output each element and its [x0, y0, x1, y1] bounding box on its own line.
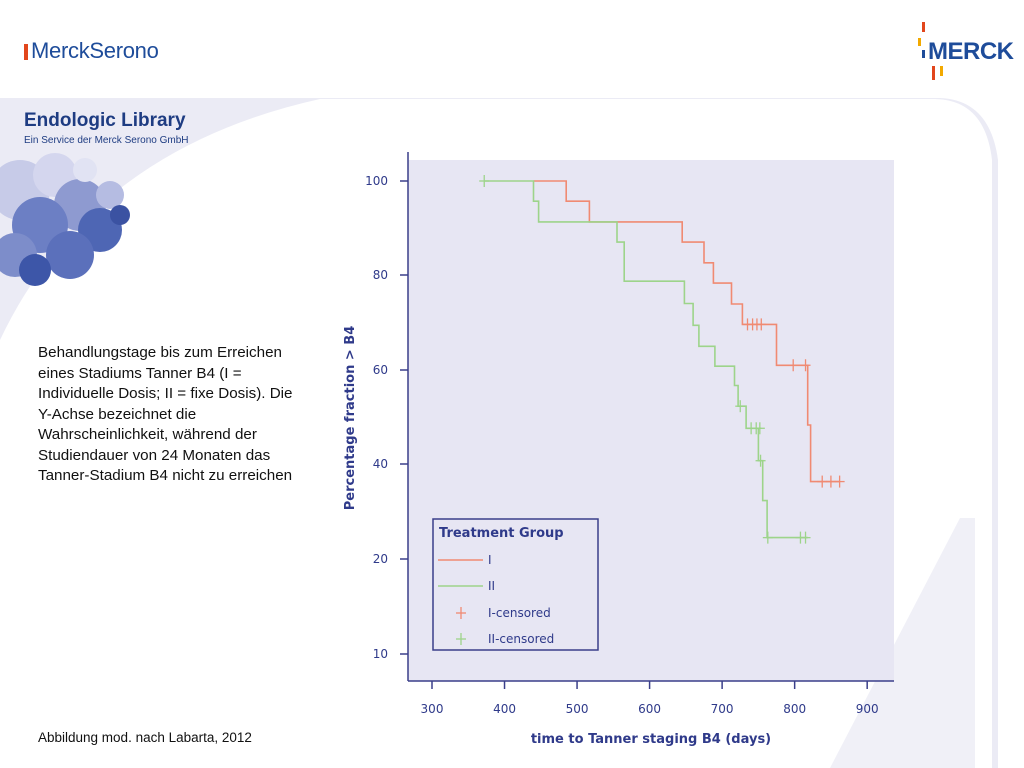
- legend-label-II: II: [488, 579, 495, 593]
- censored-mark-I: [834, 475, 845, 488]
- x-tick-label: 800: [783, 702, 806, 716]
- figure-source: Abbildung mod. nach Labarta, 2012: [38, 730, 252, 745]
- legend: Treatment Group I II I-censored II-censo…: [432, 518, 599, 651]
- x-tick-label: 300: [421, 702, 444, 716]
- merck-serono-wordmark: MerckSerono: [31, 38, 159, 63]
- merck-logo-mark-icon: [918, 22, 943, 80]
- merck-serono-logo: MerckSerono: [24, 38, 159, 64]
- molecule-image: [0, 153, 130, 286]
- censored-mark-I: [800, 359, 811, 372]
- x-tick-label: 600: [638, 702, 661, 716]
- censored-mark-II: [755, 454, 766, 467]
- legend-box: [432, 518, 599, 651]
- x-tick-label: 500: [566, 702, 589, 716]
- y-tick-label: 10: [373, 647, 388, 661]
- figure-caption: Behandlungstage bis zum Erreichen eines …: [38, 344, 293, 484]
- x-tick-label: 400: [493, 702, 516, 716]
- x-axis-ticks: 300 400 500 600 700 800 900: [421, 681, 879, 716]
- censored-mark-I: [756, 318, 767, 331]
- library-title: Endologic Library: [24, 110, 186, 131]
- y-axis-label: Percentage fraction > B4: [343, 326, 358, 510]
- censored-mark-II: [762, 531, 773, 544]
- censored-mark-I: [788, 359, 799, 372]
- y-tick-label: 60: [373, 363, 388, 377]
- y-axis-ticks: 100 80 60 40 20 10: [365, 174, 408, 661]
- legend-label-II-censored: II-censored: [488, 632, 554, 646]
- legend-title: Treatment Group: [439, 526, 564, 541]
- merck-wordmark: MERCK: [928, 38, 1014, 65]
- legend-swatch-II-censored: [456, 633, 466, 645]
- y-tick-label: 20: [373, 552, 388, 566]
- series-layer: [479, 175, 845, 544]
- background-diagonal-stripe: [830, 518, 975, 768]
- legend-cross-I: [456, 607, 466, 619]
- censored-mark-I: [825, 475, 836, 488]
- x-tick-label: 700: [711, 702, 734, 716]
- y-tick-label: 100: [365, 174, 388, 188]
- censored-mark-II: [754, 422, 765, 435]
- censored-mark-II: [800, 531, 811, 544]
- merck-logo: MERCK: [918, 22, 1014, 82]
- censored-mark-II: [735, 400, 746, 413]
- legend-label-I: I: [488, 553, 492, 567]
- legend-label-I-censored: I-censored: [488, 606, 551, 620]
- series-line-I: [533, 180, 840, 483]
- logo-bar-icon: [24, 44, 28, 60]
- censored-mark-I: [817, 475, 828, 488]
- legend-cross-II: [456, 633, 466, 645]
- y-tick-label: 40: [373, 457, 388, 471]
- censored-mark-II: [479, 175, 490, 187]
- legend-swatch-I-censored: [456, 607, 466, 619]
- x-tick-label: 900: [856, 702, 879, 716]
- library-subtitle: Ein Service der Merck Serono GmbH: [24, 135, 189, 146]
- y-tick-label: 80: [373, 268, 388, 282]
- x-axis-label: time to Tanner staging B4 (days): [531, 732, 771, 747]
